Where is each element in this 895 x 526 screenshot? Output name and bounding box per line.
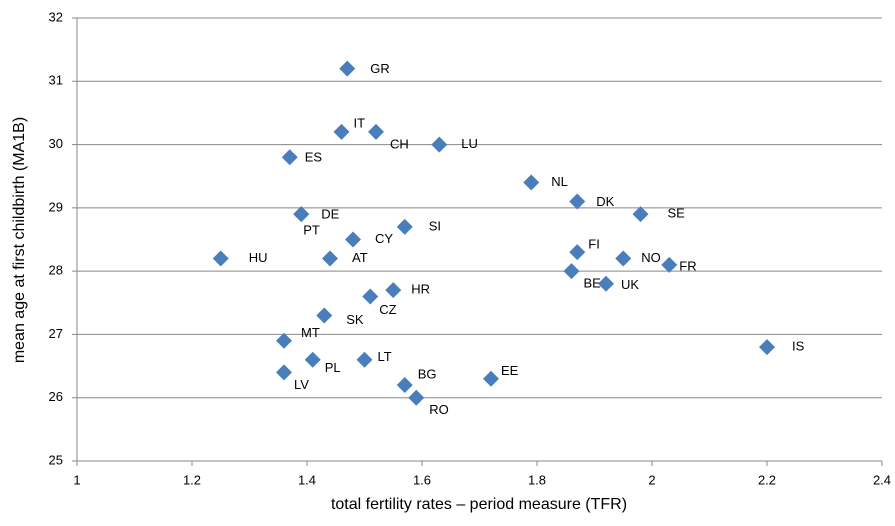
point [281, 149, 298, 166]
point-label: NO [641, 250, 661, 265]
point [212, 250, 229, 267]
point-label: GR [370, 61, 390, 76]
point-label: DK [596, 194, 614, 209]
point-label: EE [501, 363, 519, 378]
point-label: LV [294, 377, 309, 392]
point [632, 206, 649, 223]
y-tick-label: 25 [49, 452, 63, 467]
point [276, 364, 292, 381]
point-label: IS [792, 339, 805, 354]
point [759, 339, 775, 356]
x-tick-label: 2 [648, 472, 655, 487]
point-label: HR [411, 282, 430, 297]
point [569, 244, 586, 261]
point-label: BG [418, 366, 437, 381]
point [368, 123, 384, 140]
point-label: RO [429, 402, 449, 417]
point-label: FR [679, 258, 696, 273]
point [569, 193, 586, 210]
point [356, 351, 373, 368]
point [408, 389, 425, 406]
x-tick-label: 2.4 [873, 472, 891, 487]
point [304, 351, 321, 368]
point-label: SK [346, 312, 364, 327]
x-tick-label: 1.6 [413, 472, 431, 487]
point-label: SI [429, 218, 441, 233]
point [396, 377, 413, 394]
point [396, 218, 413, 235]
point-label: CY [375, 231, 393, 246]
point [316, 307, 333, 324]
y-tick-label: 26 [49, 389, 63, 404]
point [385, 282, 402, 299]
point [345, 231, 361, 248]
y-tick-label: 31 [49, 73, 63, 88]
y-tick-label: 32 [49, 9, 63, 24]
point [339, 60, 356, 77]
point [523, 174, 540, 191]
x-tick-label: 1.8 [528, 472, 546, 487]
point-label: SE [668, 206, 686, 221]
point-label: HU [249, 250, 268, 265]
y-tick-label: 29 [49, 199, 63, 214]
point [293, 206, 310, 223]
point-label: IT [354, 115, 366, 130]
x-tick-label: 2.2 [758, 472, 776, 487]
point-label: PT [303, 223, 320, 238]
x-tick-label: 1.4 [298, 472, 316, 487]
point-label: PL [325, 360, 341, 375]
point-label: CH [390, 136, 409, 151]
point [362, 288, 379, 305]
point [276, 332, 292, 349]
point [615, 250, 632, 267]
y-tick-label: 28 [49, 263, 63, 278]
point-label: FI [588, 237, 600, 252]
point-label: MT [301, 325, 320, 340]
y-tick-label: 30 [49, 136, 63, 151]
point [598, 275, 614, 292]
point-label: AT [352, 250, 368, 265]
point [563, 263, 580, 280]
x-axis-label: total fertility rates – period measure (… [331, 496, 627, 513]
y-axis-label: mean age at first childbirth (MA1B) [11, 117, 28, 363]
point-label: ES [305, 150, 323, 165]
x-tick-label: 1 [73, 472, 80, 487]
point-label: DE [321, 207, 339, 222]
point-label: NL [551, 174, 568, 189]
y-tick-label: 27 [49, 326, 63, 341]
point [431, 136, 448, 153]
point [322, 250, 338, 267]
point [483, 370, 499, 387]
point-label: LT [378, 349, 392, 364]
x-tick-label: 1.2 [183, 472, 201, 487]
point-label: CZ [379, 302, 396, 317]
point-label: LU [461, 136, 478, 151]
point [661, 256, 678, 273]
point-label: BE [584, 276, 602, 291]
point-label: UK [621, 277, 639, 292]
point [333, 123, 350, 140]
